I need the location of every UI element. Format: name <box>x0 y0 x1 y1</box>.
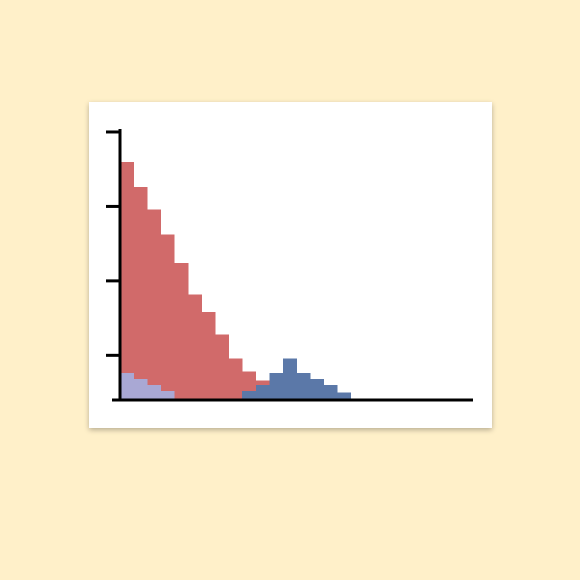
series-2 <box>120 373 175 400</box>
series-0 <box>120 161 284 400</box>
chart-card <box>89 102 492 428</box>
histogram-bar <box>147 209 162 400</box>
histogram-bar <box>201 312 216 400</box>
histogram-bar <box>323 385 338 400</box>
histogram-bar <box>269 373 284 400</box>
series-1 <box>242 358 352 400</box>
histogram-bar <box>215 334 230 400</box>
histogram-bar <box>282 358 297 400</box>
histogram-chart <box>106 129 473 402</box>
histogram-bar <box>133 187 148 400</box>
histogram-bar <box>147 385 162 400</box>
histogram-bar <box>337 392 352 400</box>
bars-layer <box>120 161 352 400</box>
histogram-bar <box>120 161 134 400</box>
histogram-bar <box>160 391 175 400</box>
histogram-bar <box>187 294 202 400</box>
histogram-bar <box>242 391 257 400</box>
histogram-bar <box>120 373 134 400</box>
histogram-bar <box>310 379 325 400</box>
axes-layer <box>106 129 473 402</box>
histogram-bar <box>133 379 148 400</box>
histogram-bar <box>160 234 175 400</box>
histogram-bar <box>296 373 311 400</box>
histogram-bar <box>174 263 189 400</box>
histogram-bar <box>228 358 243 400</box>
histogram-bar <box>255 385 270 400</box>
